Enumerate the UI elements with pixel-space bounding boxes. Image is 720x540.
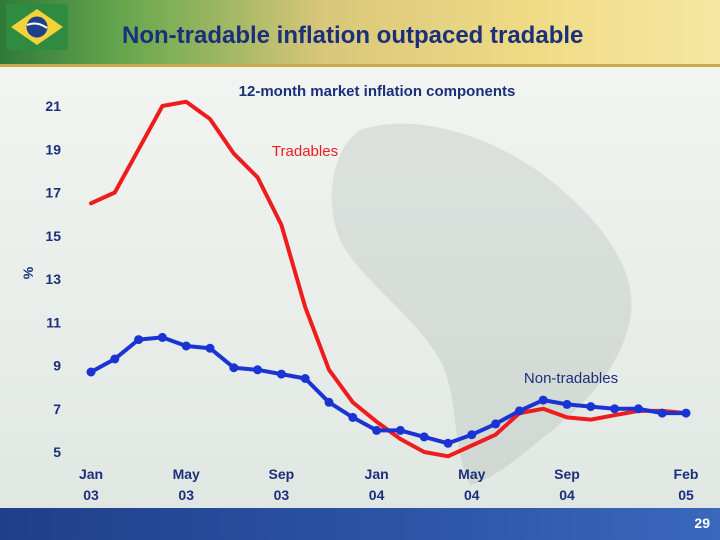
non-tradables-point — [276, 369, 286, 379]
non-tradables-point — [395, 425, 405, 435]
page-number: 29 — [694, 515, 710, 531]
x-tick-label: Sep — [269, 466, 295, 482]
y-tick-label: 21 — [45, 98, 61, 114]
x-tick-label: 04 — [464, 487, 480, 503]
x-tick-label: Feb — [674, 466, 699, 482]
non-tradables-point — [467, 430, 477, 440]
y-tick-label: 7 — [53, 401, 61, 417]
x-tick-label: Sep — [554, 466, 580, 482]
header-divider — [0, 64, 720, 67]
non-tradables-point — [324, 397, 334, 407]
non-tradables-point — [610, 404, 620, 414]
y-axis: 21 19 17 15 13 11 9 7 5 — [45, 98, 61, 460]
non-tradables-point — [681, 408, 691, 418]
brazil-flag-icon — [6, 4, 68, 50]
non-tradables-point — [300, 374, 310, 383]
footer-bar: 29 — [0, 508, 720, 540]
x-tick-label: May — [458, 466, 485, 482]
x-tick-label: Jan — [365, 466, 389, 482]
non-tradables-point — [86, 367, 96, 377]
x-tick-label: 05 — [678, 487, 694, 503]
tradables-line — [89, 99, 688, 459]
non-tradables-point — [419, 432, 429, 442]
non-tradables-line — [89, 335, 688, 446]
non-tradables-point — [181, 341, 191, 351]
slide-title: Non-tradable inflation outpaced tradable — [122, 22, 584, 49]
x-tick-label: Jan — [79, 466, 103, 482]
x-tick-label: 03 — [178, 487, 194, 503]
non-tradables-point — [157, 332, 167, 342]
non-tradables-point — [110, 354, 120, 364]
non-tradables-point — [562, 399, 572, 409]
map-background — [331, 123, 632, 485]
non-tradables-point — [538, 395, 548, 405]
series-layer — [86, 99, 691, 459]
non-tradables-label: Non-tradables — [524, 370, 618, 387]
y-tick-label: 5 — [53, 444, 61, 460]
non-tradables-point — [205, 343, 215, 353]
non-tradables-point — [253, 365, 263, 375]
x-tick-label: 04 — [369, 487, 385, 503]
y-tick-label: 17 — [45, 185, 61, 201]
tradables-label: Tradables — [272, 143, 338, 160]
non-tradables-point — [491, 419, 501, 429]
y-axis-label: % — [20, 266, 36, 279]
non-tradables-point — [633, 404, 643, 414]
x-tick-label: 03 — [274, 487, 290, 503]
chart-title: 12-month market inflation components — [239, 83, 516, 100]
y-tick-label: 15 — [45, 228, 61, 244]
y-tick-label: 13 — [45, 271, 61, 287]
header-banner: Non-tradable inflation outpaced tradable — [0, 0, 720, 64]
y-tick-label: 19 — [45, 141, 61, 157]
y-tick-label: 9 — [53, 358, 61, 374]
x-axis: Jan 03 May 03 Sep 03 Jan 04 May 04 Sep 04 Feb 05 — [79, 466, 699, 503]
x-tick-label: May — [173, 466, 200, 482]
non-tradables-point — [443, 438, 453, 448]
non-tradables-point — [514, 406, 524, 416]
x-tick-label: 03 — [83, 487, 99, 503]
non-tradables-point — [372, 425, 382, 435]
non-tradables-point — [348, 412, 358, 422]
non-tradables-point — [134, 335, 144, 345]
non-tradables-point — [229, 363, 239, 373]
non-tradables-point — [586, 402, 596, 412]
y-tick-label: 11 — [46, 314, 61, 330]
x-tick-label: 04 — [559, 487, 575, 503]
non-tradables-point — [657, 408, 667, 418]
